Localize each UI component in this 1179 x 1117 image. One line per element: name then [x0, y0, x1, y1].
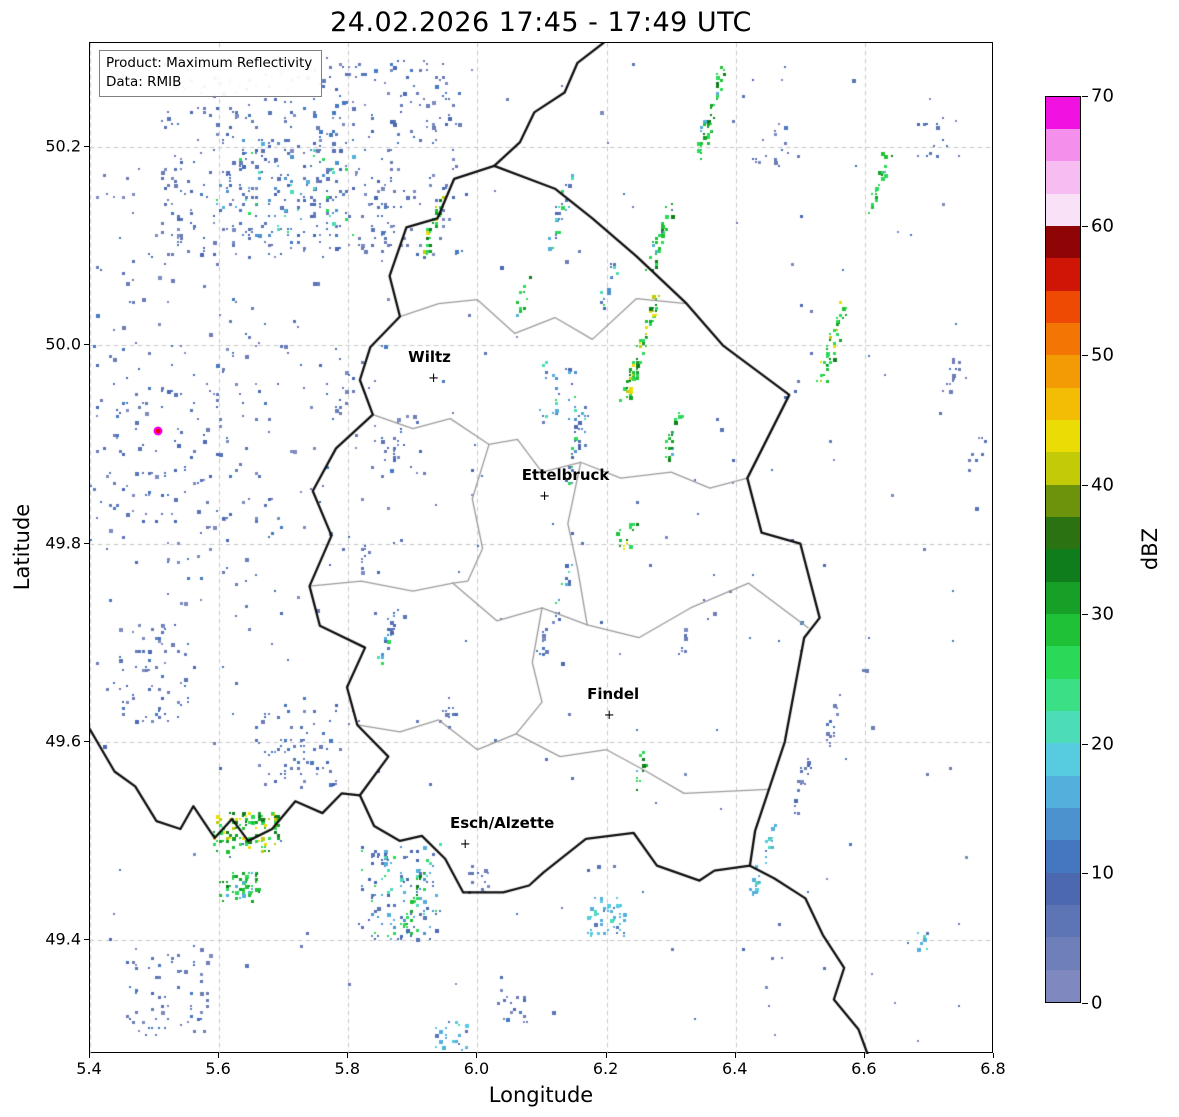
colorbar-tick-label: 0: [1091, 992, 1103, 1014]
colorbar: [1045, 96, 1081, 1003]
x-tick-label: 6.0: [463, 1059, 490, 1078]
colorbar-segment: [1046, 484, 1080, 518]
colorbar-segment: [1046, 581, 1080, 615]
colorbar-tick-label: 60: [1091, 215, 1114, 237]
map-overlay: + Wiltz + Ettelbruck + Findel + Esch/Alzette: [90, 43, 992, 1052]
x-tick-label: 6.4: [721, 1059, 748, 1078]
x-tick-label: 6.2: [592, 1059, 619, 1078]
x-tick-mark: [347, 1053, 349, 1058]
city-label: Findel: [587, 685, 640, 703]
colorbar-segment: [1046, 775, 1080, 809]
radar-map-canvas: [90, 43, 994, 1054]
colorbar-tick-label: 20: [1091, 733, 1114, 755]
colorbar-segment: [1046, 290, 1080, 324]
x-axis-label: Longitude: [488, 1083, 594, 1107]
colorbar-tick-mark: [1082, 355, 1088, 357]
colorbar-tick-label: 10: [1091, 862, 1114, 884]
colorbar-tick-mark: [1082, 873, 1088, 875]
x-tick-mark: [863, 1053, 865, 1058]
y-tick-mark: [84, 740, 89, 742]
colorbar-tick-label: 40: [1091, 474, 1114, 496]
y-tick-mark: [84, 344, 89, 346]
colorbar-segment: [1046, 646, 1080, 679]
colorbar-segment: [1046, 129, 1080, 162]
colorbar-segment: [1046, 872, 1080, 906]
x-tick-label: 5.6: [205, 1059, 231, 1078]
colorbar-segment: [1046, 96, 1080, 130]
colorbar-segment: [1046, 258, 1080, 291]
colorbar-tick-mark: [1082, 1003, 1088, 1004]
colorbar-segment: [1046, 323, 1080, 356]
city-label: Esch/Alzette: [449, 813, 555, 832]
colorbar-tick-label: 70: [1091, 85, 1114, 107]
plot-title: 24.02.2026 17:45 - 17:49 UTC: [330, 7, 752, 38]
x-tick-mark: [734, 1053, 736, 1058]
colorbar-segment: [1046, 905, 1080, 938]
y-tick-label: 49.6: [45, 731, 81, 751]
y-tick-label: 49.4: [45, 929, 81, 949]
colorbar-segment: [1046, 517, 1080, 550]
colorbar-tick-mark: [1082, 96, 1088, 97]
colorbar-label: dBZ: [1138, 527, 1162, 571]
colorbar-tick-mark: [1082, 225, 1088, 227]
city-marker: +: [539, 488, 551, 504]
city-label: Wiltz: [408, 348, 451, 366]
y-tick-mark: [84, 542, 89, 544]
colorbar-segment: [1046, 420, 1080, 453]
colorbar-tick-mark: [1082, 743, 1088, 745]
colorbar-segment: [1046, 226, 1080, 259]
colorbar-segment: [1046, 969, 1080, 1002]
x-tick-mark: [218, 1053, 220, 1058]
y-tick-label: 49.8: [45, 533, 81, 553]
colorbar-segment: [1046, 387, 1080, 421]
radar-site-marker: [153, 426, 163, 436]
y-tick-mark: [84, 939, 89, 940]
city-marker: +: [459, 836, 471, 852]
colorbar-segment: [1046, 711, 1080, 744]
info-box: Product: Maximum Reflectivity Data: RMIB: [99, 50, 323, 97]
colorbar-segment: [1046, 161, 1080, 194]
colorbar-segment: [1046, 614, 1080, 647]
x-tick-mark: [605, 1053, 607, 1058]
colorbar-segment: [1046, 355, 1080, 388]
info-product-line: Product: Maximum Reflectivity: [106, 55, 313, 71]
x-tick-mark: [89, 1053, 90, 1058]
colorbar-segment: [1046, 840, 1080, 873]
x-tick-label: 5.4: [76, 1059, 102, 1078]
colorbar-segment: [1046, 452, 1080, 485]
x-tick-mark: [476, 1053, 478, 1058]
colorbar-segment: [1046, 743, 1080, 776]
y-tick-label: 50.0: [45, 334, 81, 354]
colorbar-segment: [1046, 193, 1080, 227]
colorbar-tick-label: 50: [1091, 344, 1114, 366]
x-tick-label: 6.8: [980, 1059, 1006, 1078]
x-tick-label: 6.6: [851, 1059, 877, 1078]
colorbar-segment: [1046, 937, 1080, 970]
info-source-line: Data: RMIB: [106, 73, 182, 90]
colorbar-segment: [1046, 808, 1080, 841]
x-tick-label: 5.8: [334, 1059, 361, 1078]
y-tick-label: 50.2: [45, 136, 81, 156]
colorbar-tick-mark: [1082, 614, 1088, 616]
colorbar-tick-label: 30: [1091, 603, 1114, 625]
colorbar-segment: [1046, 549, 1080, 582]
city-marker: +: [603, 707, 615, 723]
x-tick-mark: [993, 1053, 994, 1058]
colorbar-segment: [1046, 678, 1080, 712]
colorbar-tick-mark: [1082, 484, 1088, 486]
city-label: Ettelbruck: [521, 465, 610, 484]
y-tick-mark: [84, 146, 89, 148]
city-marker: +: [428, 370, 439, 386]
plot-area: + Wiltz + Ettelbruck + Findel + Esch/Alzette Pr…: [89, 42, 994, 1054]
